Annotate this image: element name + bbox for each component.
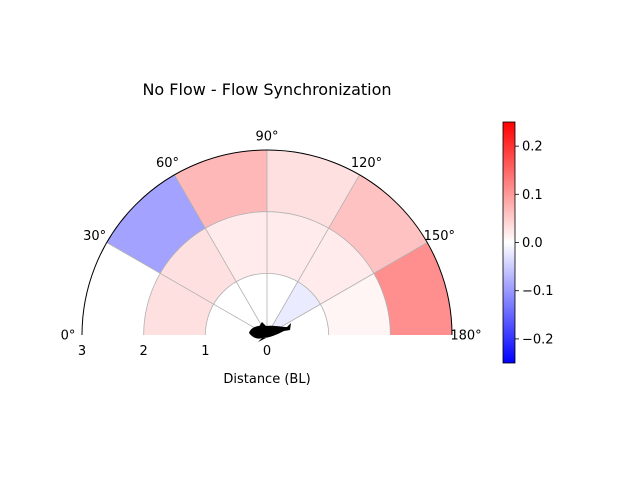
heatmap-cell [106,174,206,274]
x-axis-label: Distance (BL) [223,372,310,387]
colorbar-tick-label: 0.1 [522,188,543,203]
heatmap-cell [267,281,321,335]
heatmap-cell [174,150,267,229]
angle-tick-label: 60° [156,156,179,171]
colorbar-tick-label: 0.2 [522,140,543,155]
heatmap-cell [267,211,329,282]
heatmap-cell [267,273,298,335]
heatmap-cell [143,273,214,335]
angle-tick-label: 120° [351,156,382,171]
colorbar-ticks: 0.2 0.1 0.0 −0.1 −0.2 [515,140,554,347]
angular-gridline [266,174,360,336]
angular-gridline [106,242,268,336]
radial-tick-label: 0 [263,344,271,359]
chart-title: No Flow - Flow Synchronization [142,80,391,99]
fish-icon [249,322,291,342]
heatmap-cell [160,228,237,305]
colorbar-tick-label: −0.1 [522,284,554,299]
radial-tick-label: 3 [78,344,86,359]
heatmap-cell [297,228,374,305]
angle-tick-label: 0° [61,329,76,344]
heatmap-cell [205,211,267,282]
angle-tick-label: 150° [424,229,455,244]
radial-tick-label: 2 [140,344,148,359]
heatmap-cell [328,174,428,274]
heatmap-cell [267,150,360,229]
angular-gridline [266,242,428,336]
radial-tick-labels: 3 2 1 0 [78,344,271,359]
angle-tick-label: 30° [83,229,106,244]
outer-arc [81,149,453,336]
angle-tick-label: 90° [255,130,278,145]
colorbar-gradient [502,121,516,364]
heatmap-cell [320,273,391,335]
colorbar: 0.2 0.1 0.0 −0.1 −0.2 [502,121,554,364]
angular-gridline [174,174,268,336]
radial-tick-label: 1 [201,344,209,359]
angle-tick-labels: 0° 30° 60° 90° 120° 150° 180° [61,130,482,344]
colorbar-tick-label: 0.0 [522,236,543,251]
colorbar-tick-label: −0.2 [522,332,554,347]
polar-grid [106,150,428,336]
heatmap-cell [373,242,452,335]
polar-frame [81,149,453,336]
heatmap-cells [106,150,452,335]
angle-tick-label: 180° [450,329,481,344]
